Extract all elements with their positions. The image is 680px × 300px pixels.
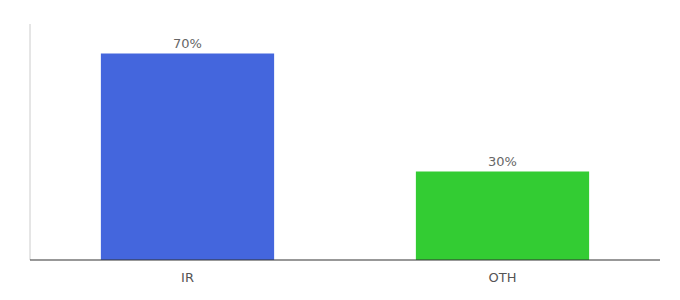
data-label: 70% bbox=[173, 36, 202, 51]
x-axis-line bbox=[30, 259, 660, 260]
chart: 70% 30% IR OTH bbox=[0, 0, 680, 300]
bars bbox=[101, 54, 589, 261]
bar bbox=[101, 54, 274, 261]
x-tick-label: IR bbox=[181, 270, 194, 285]
bar bbox=[416, 172, 589, 261]
data-label: 30% bbox=[488, 154, 517, 169]
y-axis-line bbox=[30, 24, 31, 260]
x-tick-label: OTH bbox=[489, 270, 517, 285]
